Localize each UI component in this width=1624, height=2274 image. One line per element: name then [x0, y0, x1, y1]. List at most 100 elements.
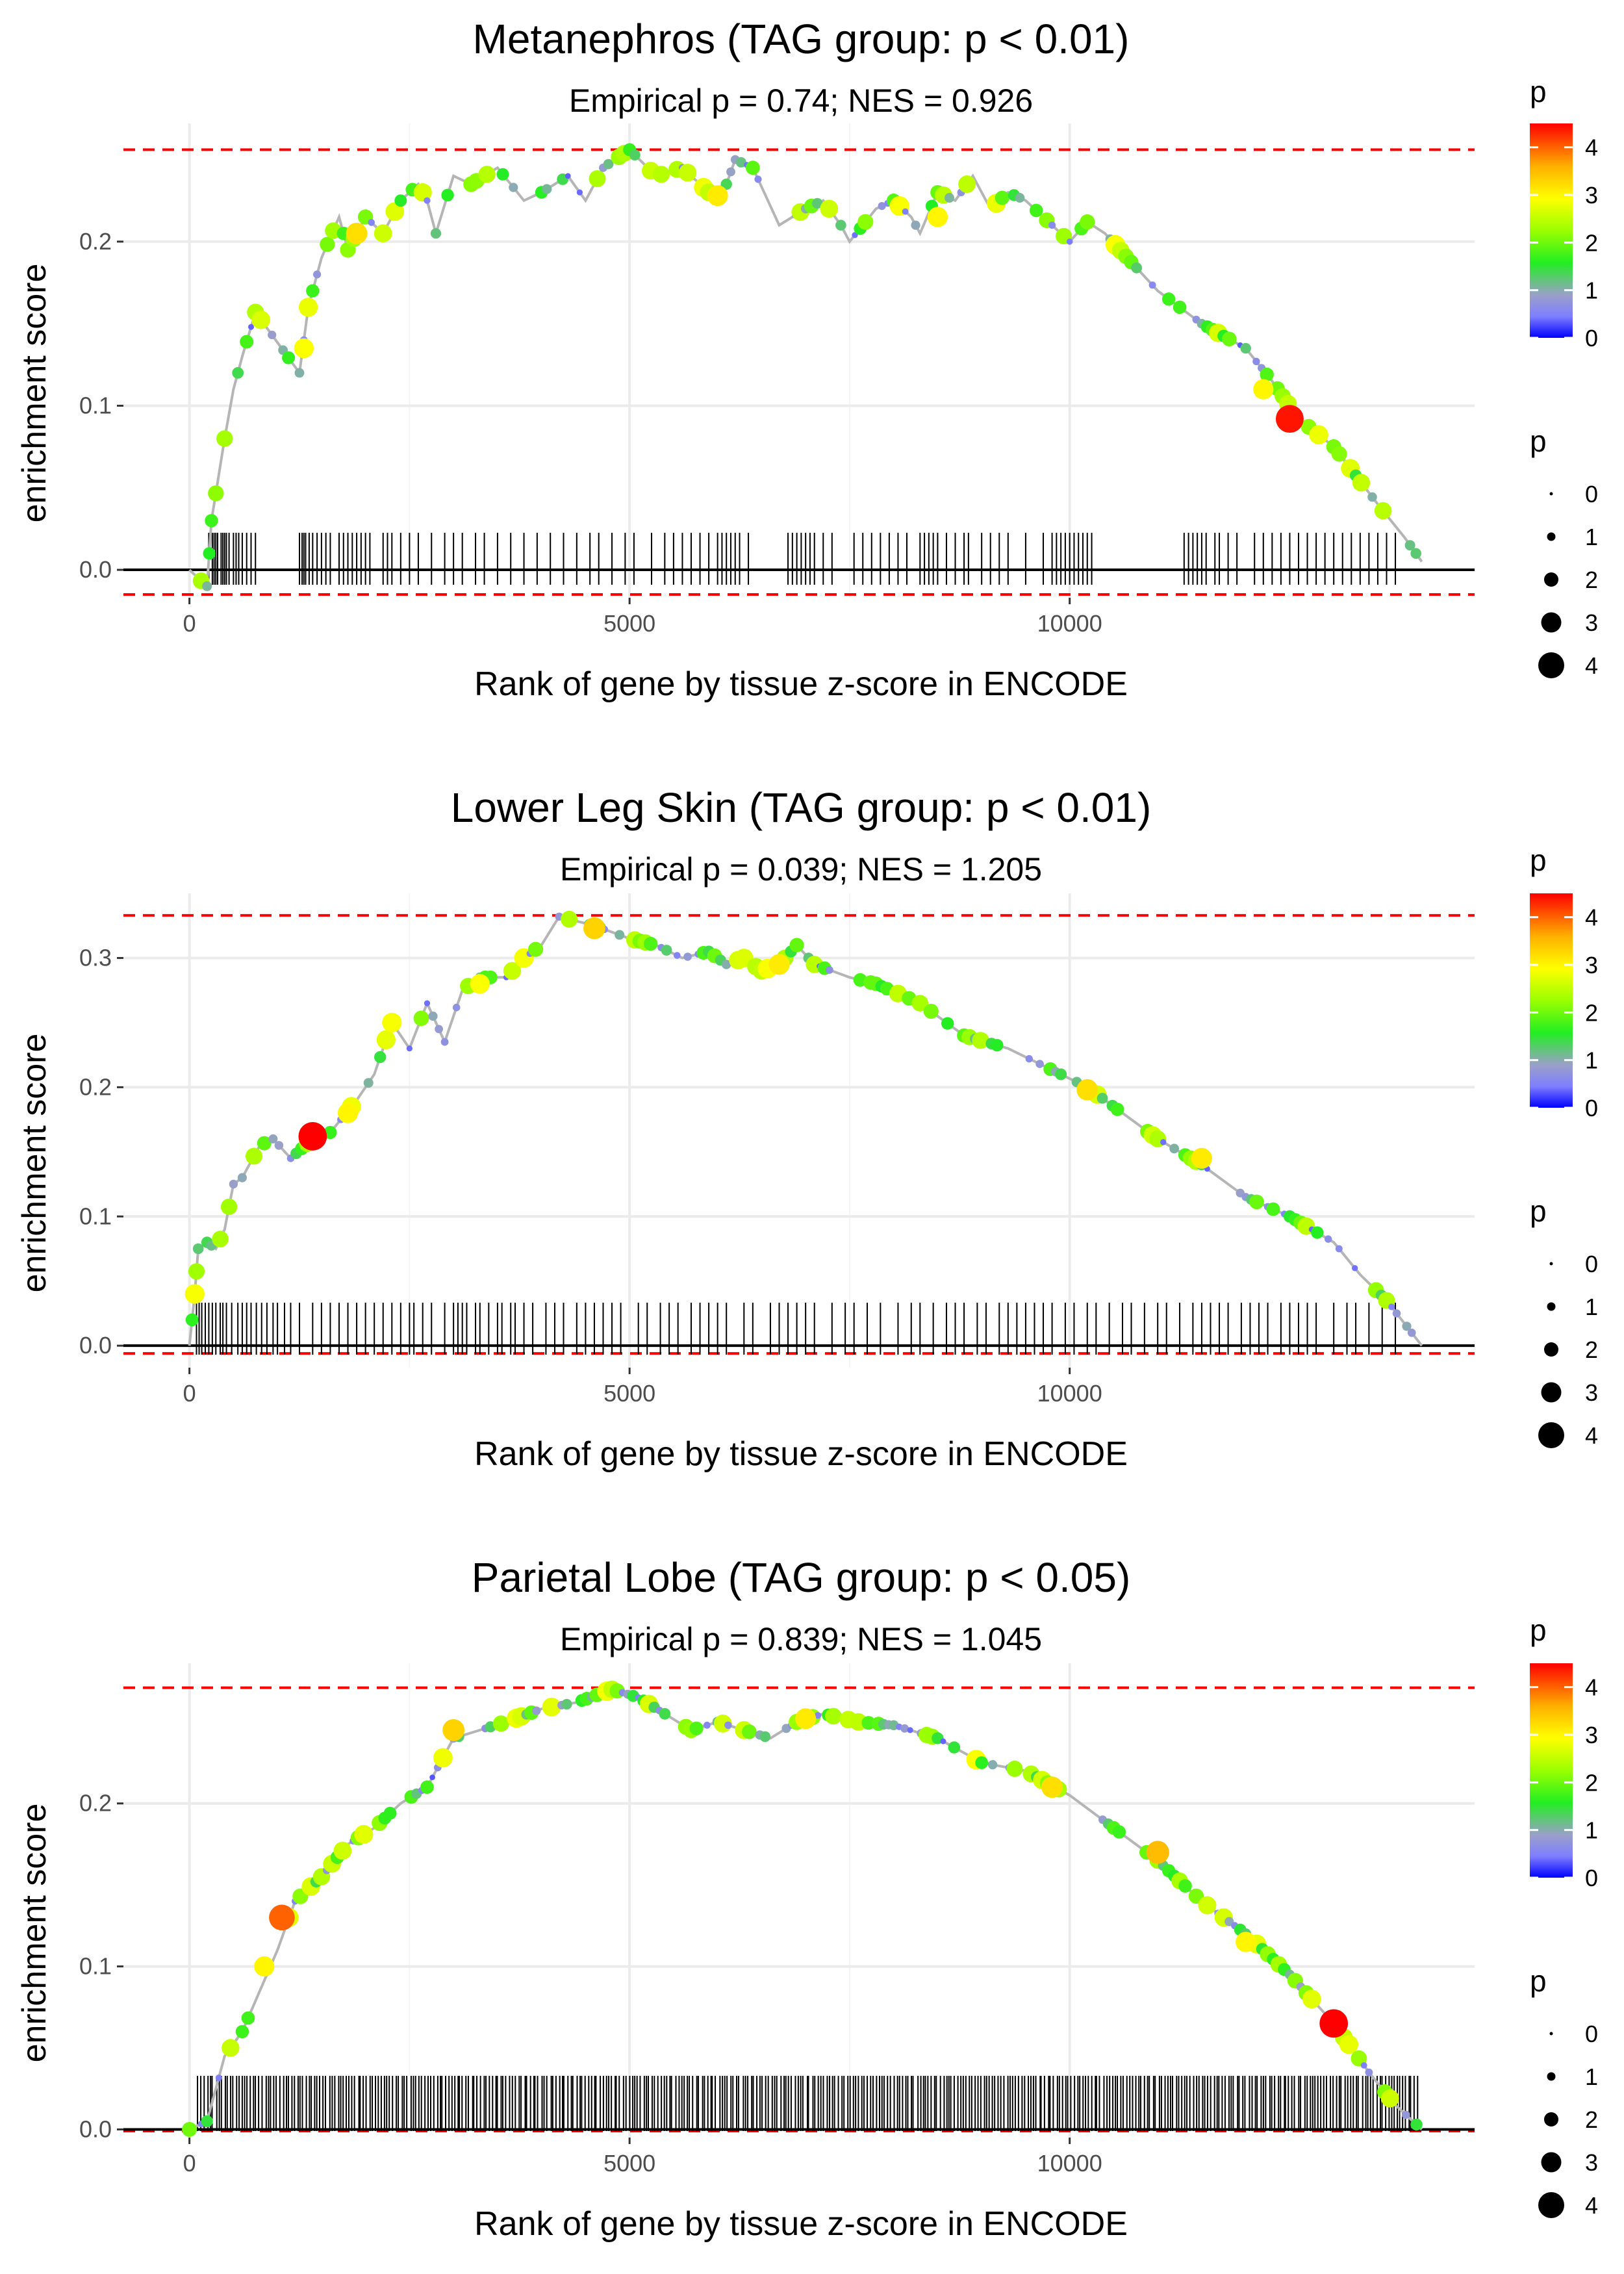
gene-point — [306, 284, 320, 298]
size-legend: p 0 1 2 3 4 — [1530, 424, 1598, 679]
gene-point — [1015, 193, 1025, 203]
size-legend-label: 2 — [1585, 567, 1598, 593]
highlight-point — [707, 185, 728, 207]
gene-point — [789, 938, 804, 952]
gene-point — [1352, 474, 1371, 492]
gene-point — [1302, 1989, 1321, 2009]
gene-point — [274, 1141, 284, 1150]
gene-point — [629, 149, 641, 160]
gene-point — [313, 270, 322, 279]
gene-point — [907, 1727, 913, 1733]
gene-point — [1035, 1060, 1044, 1068]
gene-point — [205, 514, 218, 528]
gene-point — [382, 1012, 402, 1032]
y-tick-label: 0.1 — [79, 1953, 112, 1980]
x-axis-label: Rank of gene by tissue z-score in ENCODE — [474, 665, 1128, 703]
gene-point — [496, 168, 509, 181]
gene-point — [441, 188, 454, 201]
gene-point — [184, 1284, 205, 1304]
color-legend-title: p — [1530, 1613, 1547, 1647]
gene-point — [1404, 540, 1415, 551]
gene-point — [268, 1134, 278, 1143]
gene-point — [659, 1707, 671, 1720]
gene-point — [478, 166, 496, 183]
color-legend-label: 2 — [1585, 1769, 1598, 1796]
gene-point — [241, 2011, 255, 2025]
size-legend-dot — [1544, 1342, 1558, 1357]
gene-point — [1161, 292, 1176, 306]
gene-point — [237, 1173, 247, 1182]
gene-point — [1388, 1303, 1395, 1310]
gene-point — [720, 178, 732, 190]
size-legend-label: 4 — [1585, 652, 1598, 679]
gene-rug — [208, 533, 1397, 585]
gene-point — [561, 1698, 572, 1710]
gene-point — [1173, 300, 1187, 314]
size-legend-dot — [1547, 1302, 1556, 1311]
size-legend: p 0 1 2 3 4 — [1530, 1964, 1598, 2219]
gene-point — [232, 367, 244, 379]
panel-lower-leg-skin: Lower Leg Skin (TAG group: p < 0.01) Emp… — [16, 784, 1598, 1473]
y-tick-label: 0.1 — [79, 1203, 112, 1229]
size-legend-label: 3 — [1585, 2149, 1598, 2176]
highlight-point — [1253, 379, 1274, 400]
gene-point — [825, 1707, 842, 1725]
size-legend-dot — [1547, 2072, 1556, 2081]
color-legend-label: 2 — [1585, 229, 1598, 256]
gene-point — [413, 1010, 429, 1027]
size-legend-dot — [1541, 612, 1562, 633]
x-tick-label: 5000 — [603, 1380, 655, 1407]
gene-point — [644, 936, 658, 951]
size-legend-label: 4 — [1585, 1422, 1598, 1449]
color-legend-label: 4 — [1585, 904, 1598, 931]
size-legend-items: 0 1 2 3 4 — [1538, 2021, 1598, 2219]
x-tick-label: 10000 — [1037, 610, 1102, 637]
gene-point — [363, 1078, 374, 1088]
gene-point — [1410, 2118, 1423, 2131]
x-tick-label: 10000 — [1037, 2150, 1102, 2177]
gene-point — [1367, 492, 1377, 502]
gene-point — [759, 1731, 771, 1743]
gene-point — [603, 159, 614, 170]
chart-title: Parietal Lobe (TAG group: p < 0.05) — [472, 1554, 1131, 1601]
color-legend-label: 1 — [1585, 277, 1598, 304]
gene-point — [424, 1000, 431, 1006]
y-tick-label: 0.1 — [79, 392, 112, 418]
gene-point — [203, 547, 216, 560]
color-legend-ticks: 4 3 2 1 0 — [1530, 1674, 1598, 1891]
gene-point — [1029, 203, 1043, 218]
gene-point — [1160, 1139, 1167, 1145]
gene-rug — [197, 2076, 1419, 2131]
x-tick-label: 5000 — [603, 610, 655, 637]
gene-point — [995, 190, 1009, 205]
highlight-point — [254, 1956, 275, 1977]
gene-point — [941, 1017, 954, 1030]
gene-point — [368, 219, 375, 226]
x-tick-label: 0 — [183, 2150, 196, 2177]
gene-point — [1066, 238, 1073, 245]
gene-point — [1222, 331, 1237, 347]
color-legend-label: 3 — [1585, 1722, 1598, 1748]
gene-point — [413, 183, 432, 202]
axis-ticks: 0 5000 10000 0.0 0.1 0.2 — [79, 1790, 1102, 2177]
gene-point — [1252, 357, 1260, 365]
size-legend-dot — [1549, 492, 1553, 496]
size-legend-label: 2 — [1585, 1336, 1598, 1363]
size-legend-label: 4 — [1585, 2192, 1598, 2219]
gene-point — [689, 1721, 704, 1735]
gene-point — [542, 184, 552, 194]
color-legend-bar — [1530, 123, 1573, 338]
gene-point — [878, 202, 886, 211]
gene-point — [923, 1003, 939, 1019]
chart-subtitle: Empirical p = 0.74; NES = 0.926 — [569, 83, 1033, 119]
gene-point — [221, 1198, 238, 1215]
gene-point — [1006, 1760, 1023, 1777]
size-legend-label: 3 — [1585, 609, 1598, 636]
es-line — [188, 915, 1423, 1347]
y-tick-label: 0.2 — [79, 228, 112, 255]
es-line — [188, 1687, 1423, 2131]
gene-point — [257, 1136, 272, 1151]
size-legend-items: 0 1 2 3 4 — [1538, 481, 1598, 679]
highlight-point — [768, 954, 790, 975]
gene-point — [835, 220, 846, 231]
